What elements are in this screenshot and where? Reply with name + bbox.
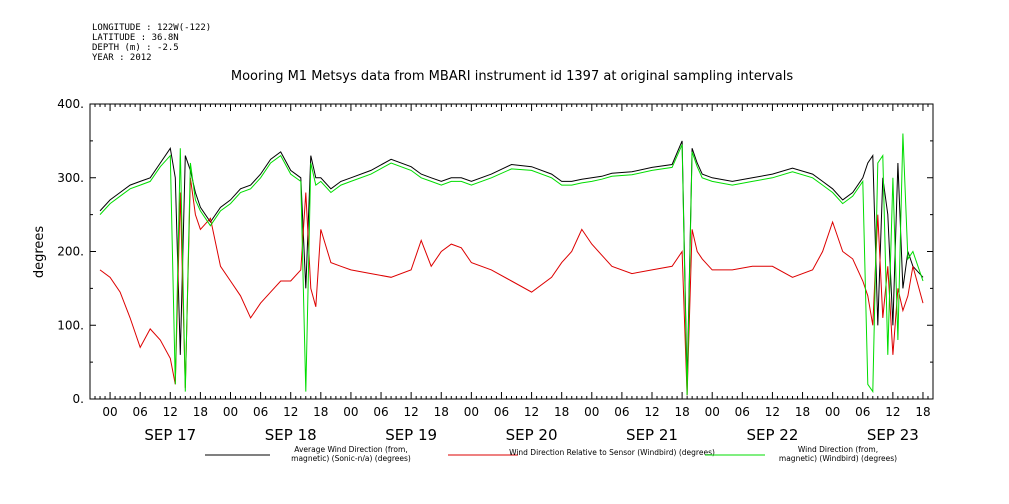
date-label: SEP 21 xyxy=(626,426,678,444)
x-tick-label: 18 xyxy=(674,405,689,419)
x-tick-label: 12 xyxy=(644,405,659,419)
x-tick-label: 18 xyxy=(915,405,930,419)
legend-label-2: Wind Direction (from, xyxy=(798,445,878,454)
y-tick-label: 100. xyxy=(57,318,84,332)
legend-label-1: Wind Direction Relative to Sensor (Windb… xyxy=(509,448,715,457)
date-label: SEP 18 xyxy=(265,426,317,444)
x-tick-label: 06 xyxy=(133,405,148,419)
x-tick-label: 12 xyxy=(885,405,900,419)
legend-label-0: Average Wind Direction (from, xyxy=(294,445,407,454)
date-label: SEP 20 xyxy=(506,426,558,444)
date-label: SEP 22 xyxy=(746,426,798,444)
meta-depth: DEPTH (m) : -2.5 xyxy=(92,43,179,53)
plot-area xyxy=(99,133,924,396)
x-tick-label: 00 xyxy=(343,405,358,419)
x-tick-label: 06 xyxy=(494,405,509,419)
x-tick-label: 06 xyxy=(735,405,750,419)
legend-label-0: magnetic) (Sonic-n/a) (degrees) xyxy=(291,454,411,463)
meta-latitude: LATITUDE : 36.8N xyxy=(92,33,179,43)
x-tick-label: 18 xyxy=(193,405,208,419)
x-tick-label: 12 xyxy=(283,405,298,419)
meta-longitude: LONGITUDE : 122W(-122) xyxy=(92,23,211,33)
meta-year: YEAR : 2012 xyxy=(92,53,152,63)
y-tick-label: 400. xyxy=(57,97,84,111)
x-tick-label: 00 xyxy=(223,405,238,419)
x-tick-label: 06 xyxy=(855,405,870,419)
x-tick-label: 06 xyxy=(253,405,268,419)
chart-title: Mooring M1 Metsys data from MBARI instru… xyxy=(231,69,793,84)
axes: 0. 100. 200. 300. 400. 00 06 12 18 00 06 12 18 00 06 12… xyxy=(57,97,934,444)
x-tick-label: 06 xyxy=(614,405,629,419)
x-tick-label: 18 xyxy=(795,405,810,419)
series-line-1 xyxy=(99,177,924,396)
x-tick-label: 06 xyxy=(373,405,388,419)
x-tick-label: 00 xyxy=(584,405,599,419)
series-line-2 xyxy=(99,133,924,396)
x-tick-label: 00 xyxy=(102,405,117,419)
x-tick-label: 12 xyxy=(404,405,419,419)
x-tick-label: 00 xyxy=(464,405,479,419)
x-tick-label: 12 xyxy=(765,405,780,419)
metadata-block: LONGITUDE : 122W(-122) LATITUDE : 36.8N … xyxy=(92,23,211,63)
plot-frame xyxy=(89,103,934,400)
series-line-0 xyxy=(99,140,924,385)
y-tick-label: 200. xyxy=(57,245,84,259)
y-axis-label: degrees xyxy=(32,226,47,279)
y-tick-label: 0. xyxy=(73,392,84,406)
x-tick-label: 00 xyxy=(705,405,720,419)
date-label: SEP 19 xyxy=(385,426,437,444)
legend-label-2: magnetic) (Windbird) (degrees) xyxy=(779,454,897,463)
legend: Average Wind Direction (from,magnetic) (… xyxy=(205,445,897,463)
date-label: SEP 17 xyxy=(144,426,196,444)
x-tick-label: 18 xyxy=(434,405,449,419)
x-tick-label: 00 xyxy=(825,405,840,419)
x-tick-label: 12 xyxy=(524,405,539,419)
x-tick-label: 18 xyxy=(313,405,328,419)
date-label: SEP 23 xyxy=(867,426,919,444)
x-tick-label: 12 xyxy=(163,405,178,419)
x-tick-label: 18 xyxy=(554,405,569,419)
y-tick-label: 300. xyxy=(57,171,84,185)
